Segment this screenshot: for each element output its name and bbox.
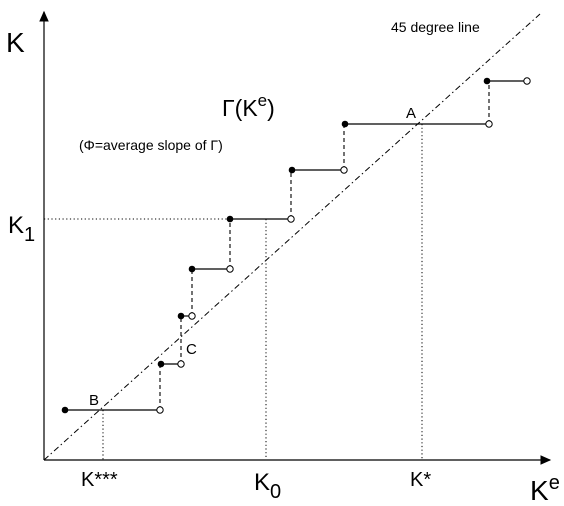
- function-label-close: ): [267, 95, 275, 121]
- k0-label-subscript: 0: [270, 481, 281, 503]
- point-b-label: B: [89, 392, 99, 409]
- closed-dot: [226, 215, 234, 223]
- open-dot: [156, 406, 164, 414]
- step-segments: [65, 80, 527, 411]
- closed-endpoints: [61, 77, 491, 414]
- open-dot: [177, 360, 185, 368]
- k0-label: K0: [254, 469, 281, 503]
- closed-dot: [188, 265, 196, 273]
- closed-dot: [157, 360, 165, 368]
- point-a-label: A: [406, 105, 416, 122]
- open-dot: [226, 265, 234, 273]
- closed-dot: [177, 312, 185, 320]
- closed-dot: [341, 120, 349, 128]
- diagonal-line: [43, 13, 541, 461]
- x-axis-label-superscript: e: [549, 472, 560, 494]
- slope-note: (Φ=average slope of Γ): [79, 137, 223, 153]
- y-axis-label: K: [6, 27, 25, 58]
- x-axis-label: Ke: [530, 472, 560, 506]
- function-label-main: Γ(K: [222, 95, 258, 121]
- diagonal-label: 45 degree line: [391, 19, 480, 35]
- function-label: Γ(Ke): [222, 91, 275, 121]
- open-dot: [485, 120, 493, 128]
- x-axis-label-main: K: [530, 475, 549, 506]
- k1-label-subscript: 1: [24, 224, 35, 246]
- closed-dot: [61, 406, 69, 414]
- closed-dot: [483, 77, 491, 85]
- k1-label-main: K: [8, 212, 24, 239]
- k0-label-main: K: [254, 469, 270, 496]
- open-dot: [287, 215, 295, 223]
- open-dot: [523, 77, 531, 85]
- kstar-label: K*: [410, 469, 431, 491]
- point-c-label: C: [186, 341, 197, 358]
- jump-segments: [159, 81, 490, 410]
- function-label-superscript: e: [258, 91, 267, 110]
- open-dot: [188, 312, 196, 320]
- closed-dot: [288, 166, 296, 174]
- open-endpoints: [156, 77, 531, 414]
- open-dot: [340, 166, 348, 174]
- k1-label: K1: [8, 212, 35, 246]
- ktriple-label: K***: [81, 469, 118, 491]
